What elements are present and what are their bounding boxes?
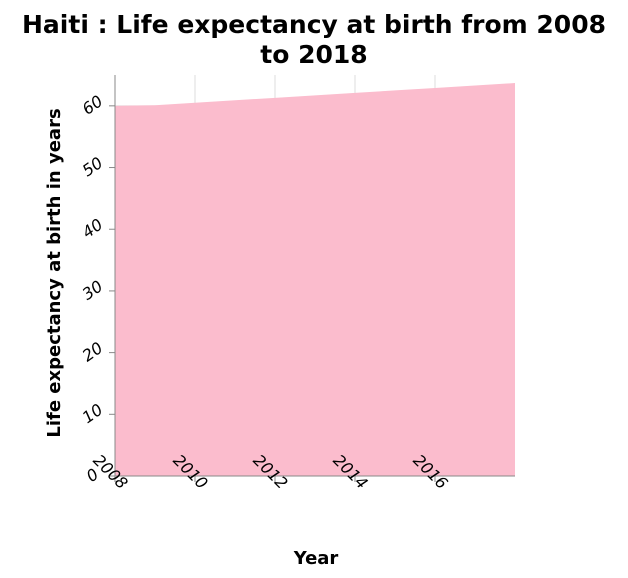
plot-area	[115, 83, 515, 477]
life-expectancy-area	[115, 83, 515, 477]
chart-title-line-1: Haiti : Life expectancy at birth from 20…	[22, 10, 606, 39]
y-tick-label: 10	[79, 400, 107, 427]
y-axis-title: Life expectancy at birth in years	[44, 108, 65, 437]
y-tick-label: 30	[79, 276, 107, 303]
chart-title-line-2: to 2018	[260, 40, 368, 69]
y-tick-label: 60	[79, 91, 107, 118]
x-axis-title: Year	[293, 548, 339, 569]
chart-title: Haiti : Life expectancy at birth from 20…	[0, 10, 628, 70]
y-tick-label: 20	[79, 338, 107, 365]
y-tick-label: 50	[79, 153, 107, 180]
axes	[109, 75, 515, 482]
y-tick-label: 40	[79, 215, 107, 242]
